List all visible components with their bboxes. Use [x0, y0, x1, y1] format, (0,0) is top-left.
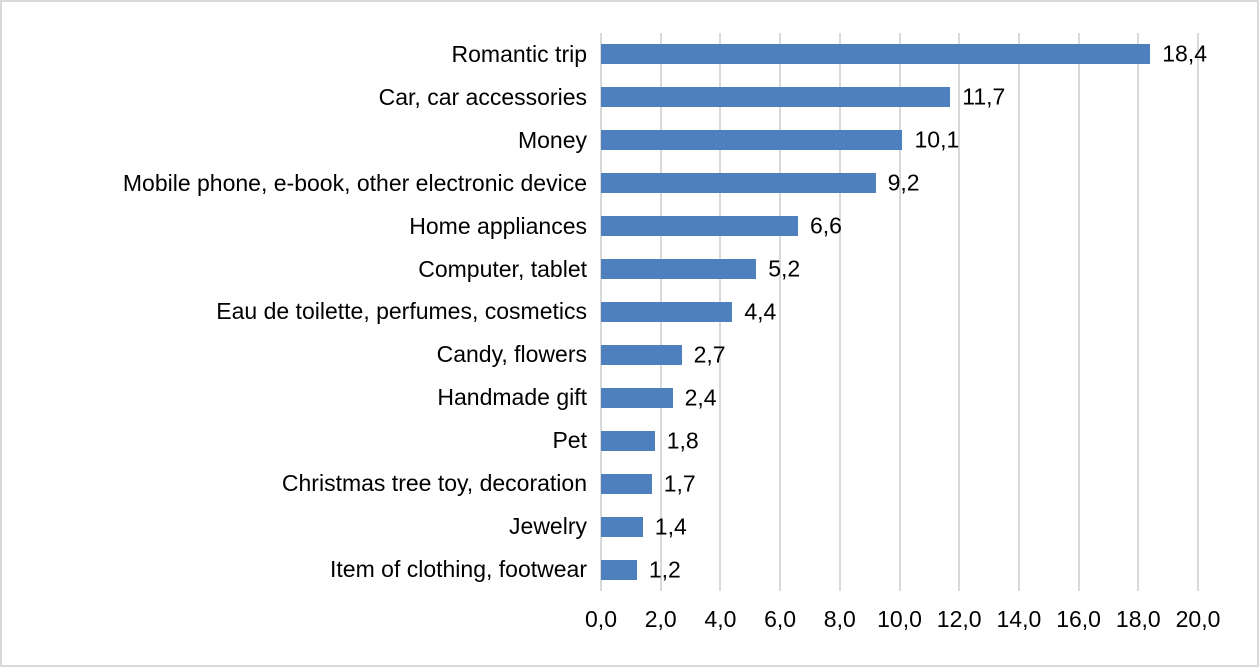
category-label: Candy, flowers [436, 341, 587, 368]
bar-row: 2,4 [601, 376, 1198, 419]
gridline [1077, 33, 1080, 591]
data-label: 6,6 [810, 212, 842, 239]
category-label: Item of clothing, footwear [330, 556, 587, 583]
x-axis-tick-label: 6,0 [764, 606, 797, 632]
bar-row: 11,7 [601, 76, 1198, 119]
bar-row: 4,4 [601, 291, 1198, 334]
data-label: 1,4 [654, 513, 687, 540]
data-label: 9,2 [887, 169, 920, 196]
x-axis-tick-label: 14,0 [996, 606, 1042, 632]
bar [601, 130, 903, 151]
category-label: Pet [552, 427, 587, 454]
bar-row: 2,7 [601, 333, 1198, 376]
category-label: Mobile phone, e-book, other electronic d… [122, 169, 587, 196]
x-axis-tick-label: 16,0 [1056, 606, 1101, 632]
data-label: 1,2 [648, 556, 681, 583]
category-label: Handmade gift [437, 384, 587, 411]
category-label: Car, car accessories [378, 83, 587, 110]
bar [601, 430, 655, 451]
gridline [898, 33, 901, 591]
x-axis-tick-label: 8,0 [823, 606, 856, 632]
gridline [1197, 33, 1199, 591]
bar-row: 5,2 [601, 248, 1198, 291]
data-label: 4,4 [744, 298, 777, 325]
gridline [1137, 33, 1140, 591]
category-label: Eau de toilette, perfumes, cosmetics [216, 298, 587, 325]
plot-area: 18,4 11,7 10,1 9,2 6,6 5,2 4,4 2,7 2,4 1,8 1,7 1,4 1… [600, 33, 1207, 591]
gridline [779, 33, 782, 591]
bar-row: 1,2 [601, 548, 1198, 591]
x-axis-tick-label: 4,0 [704, 606, 737, 632]
gridline [838, 33, 841, 591]
bar-row: 9,2 [601, 162, 1198, 205]
bar [601, 44, 1151, 65]
bar-row: 1,7 [601, 462, 1198, 505]
gridline [1017, 33, 1020, 591]
data-label: 5,2 [768, 255, 801, 282]
category-label: Jewelry [509, 513, 587, 540]
x-axis-tick-label: 0,0 [585, 606, 617, 632]
category-label: Christmas tree toy, decoration [281, 470, 587, 497]
category-axis: Romantic trip Car, car accessories Money Mo… [2, 33, 587, 591]
bar [601, 344, 682, 365]
data-label: 10,1 [914, 126, 960, 153]
data-label: 2,4 [684, 384, 717, 411]
bar [601, 173, 876, 194]
bar [601, 301, 733, 322]
x-axis-tick-label: 18,0 [1115, 606, 1161, 632]
bar-row: 1,4 [601, 505, 1198, 548]
bar-row: 18,4 [601, 33, 1207, 76]
bar-row: 1,8 [601, 419, 1198, 462]
x-axis-tick-label: 2,0 [644, 606, 677, 632]
x-axis-tick-label: 20,0 [1175, 606, 1221, 632]
data-label: 18,4 [1162, 40, 1207, 67]
data-label: 11,7 [962, 83, 1006, 110]
category-label: Romantic trip [451, 40, 587, 67]
bar-row: 6,6 [601, 205, 1198, 248]
bar [601, 516, 643, 537]
bar [601, 473, 652, 494]
bar-series: 18,4 11,7 10,1 9,2 6,6 5,2 4,4 2,7 2,4 1,8 1,7 1,4 1… [601, 33, 1207, 591]
bar [601, 216, 798, 237]
x-axis-tick-label: 10,0 [877, 606, 922, 632]
category-label: Computer, tablet [418, 255, 587, 282]
bar [601, 559, 637, 580]
data-label: 2,7 [693, 341, 726, 368]
category-label: Money [517, 126, 587, 153]
value-axis: 0,0 2,0 4,0 6,0 8,0 10,0 12,0 14,0 16,0 18,0 20,0 [585, 606, 1220, 638]
bar [601, 259, 757, 280]
x-axis-tick-label: 12,0 [936, 606, 982, 632]
category-label: Home appliances [409, 212, 587, 239]
bar-row: 10,1 [601, 119, 1198, 162]
data-label: 1,7 [663, 470, 696, 497]
bar [601, 87, 951, 108]
data-label: 1,8 [666, 427, 699, 454]
gridline [958, 33, 961, 591]
bar [601, 387, 673, 408]
